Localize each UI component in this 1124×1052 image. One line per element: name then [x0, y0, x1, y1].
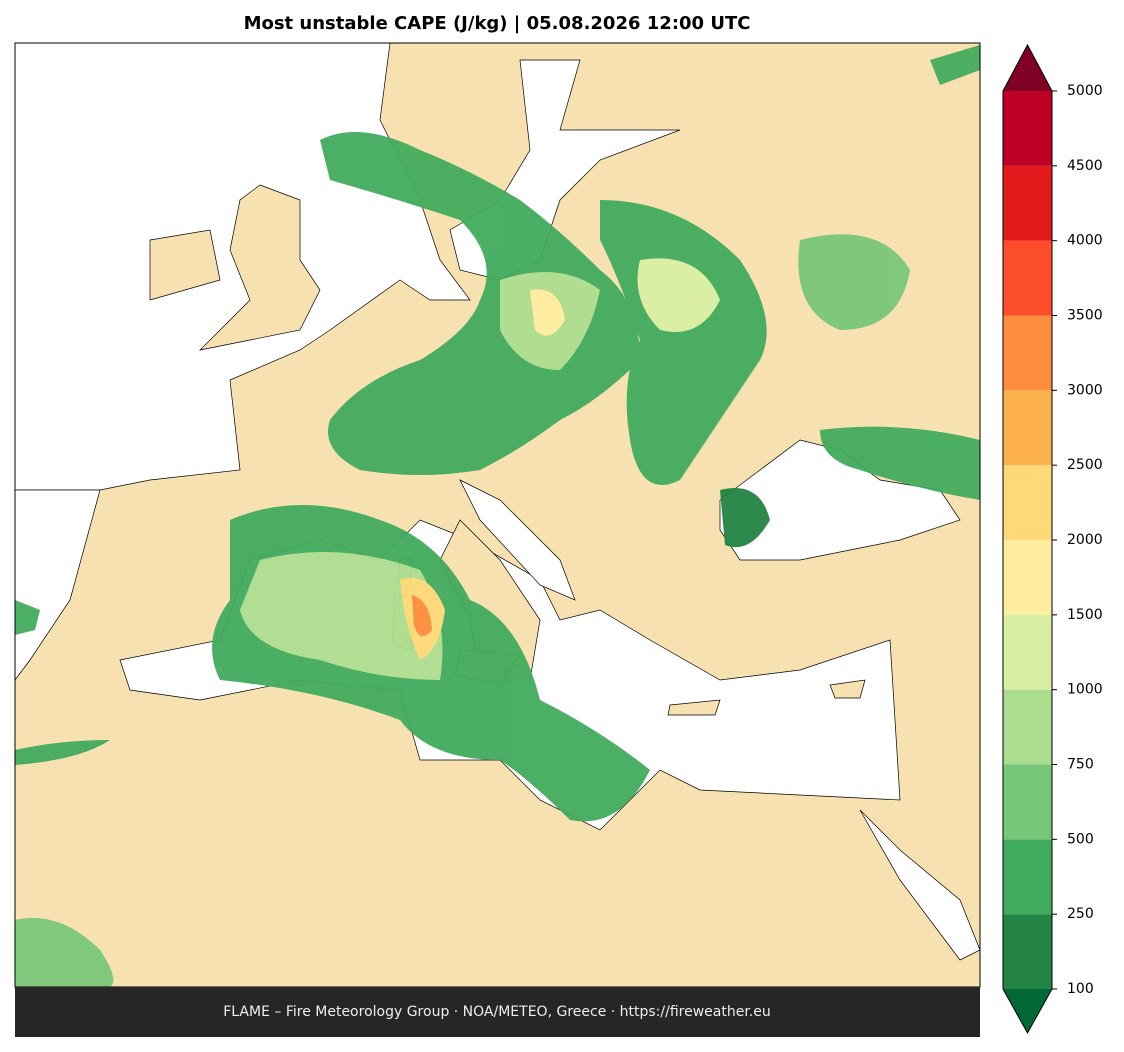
footer-text: FLAME – Fire Meteorology Group · NOA/MET…	[223, 1004, 771, 1020]
colorbar-tick-label: 2000	[1067, 532, 1103, 548]
colorbar-tick-label: 4500	[1067, 158, 1103, 174]
colorbar-segment	[1003, 689, 1052, 765]
map	[15, 43, 980, 987]
colorbar: 100 250 500 750 1000 1500 2000 2500 3000 3500 4000…	[1002, 43, 1103, 1035]
colorbar-segment	[1003, 540, 1052, 615]
colorbar-tick-label: 1000	[1067, 682, 1103, 698]
cape-field	[15, 45, 980, 987]
red-sea	[859, 809, 980, 961]
colorbar-tick-label: 100	[1067, 981, 1094, 997]
cyprus	[829, 679, 866, 699]
colorbar-tick-label: 2500	[1067, 457, 1103, 473]
colorbar-under	[1003, 989, 1052, 1033]
footer-bar	[15, 987, 980, 1037]
black-sea	[719, 439, 961, 561]
ireland	[149, 229, 221, 301]
britain	[198, 184, 321, 351]
colorbar-tick-label: 5000	[1067, 83, 1103, 99]
colorbar-segment	[1003, 764, 1052, 840]
title: Most unstable CAPE (J/kg) | 05.08.2026 1…	[244, 13, 751, 34]
colorbar-segment	[1003, 614, 1052, 690]
colorbar-segment	[1003, 390, 1052, 466]
colorbar-tick-label: 750	[1067, 757, 1094, 773]
colorbar-tick-label: 1500	[1067, 607, 1103, 623]
colorbar-segment	[1003, 315, 1052, 391]
colorbar-segment	[1003, 914, 1052, 989]
colorbar-tick-label: 4000	[1067, 233, 1103, 249]
colorbar-tick-label: 3500	[1067, 308, 1103, 324]
crete	[667, 699, 721, 716]
colorbar-segment	[1003, 91, 1052, 166]
colorbar-tick-label: 250	[1067, 906, 1094, 922]
colorbar-tick-label: 500	[1067, 831, 1094, 847]
atlantic-south	[15, 489, 101, 681]
adriatic	[459, 479, 576, 601]
colorbar-segment	[1003, 165, 1052, 241]
colorbar-segment	[1003, 839, 1052, 915]
colorbar-tick-label: 3000	[1067, 382, 1103, 398]
colorbar-over	[1003, 45, 1052, 91]
colorbar-segment	[1003, 465, 1052, 540]
colorbar-segment	[1003, 240, 1052, 316]
